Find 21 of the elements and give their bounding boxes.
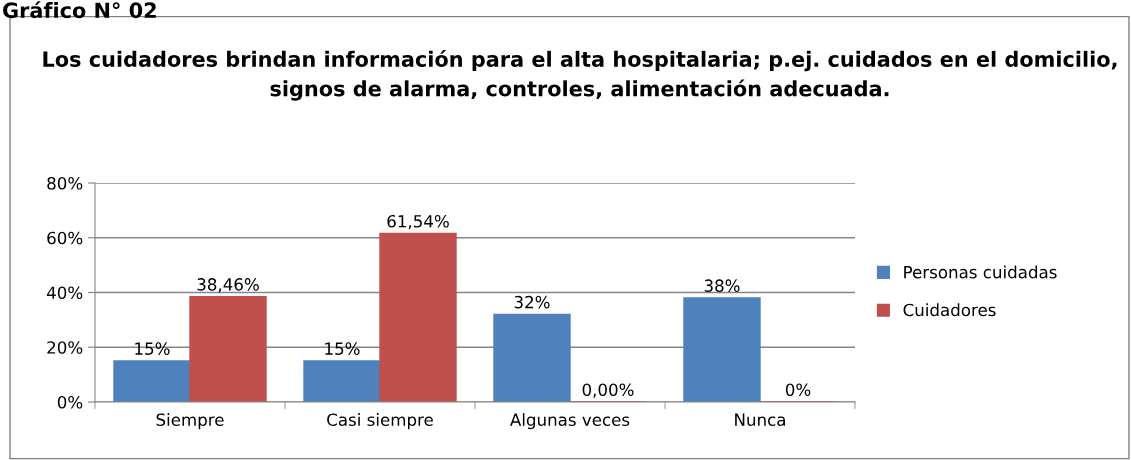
y-tick-label: 40% xyxy=(46,286,83,300)
data-label: 15% xyxy=(325,342,360,355)
y-tick-label: 20% xyxy=(47,341,83,354)
text: Gráfico N° 02 xyxy=(3,1,156,19)
data-label: 61,54% xyxy=(387,214,449,230)
x-tick-label: Casi siempre xyxy=(327,413,433,430)
data-label: 15% xyxy=(135,342,170,355)
legend-label: Personas cuidadas xyxy=(904,265,1057,279)
data-label: 38,46% xyxy=(197,278,259,293)
data-label: 32% xyxy=(514,295,550,309)
data-label: 0% xyxy=(785,383,811,396)
x-tick-label: Siempre xyxy=(156,413,224,430)
y-tick-label: 0% xyxy=(57,395,83,409)
y-tick-label: 80% xyxy=(47,176,83,190)
data-label: 38% xyxy=(704,279,740,292)
data-label: 0,00% xyxy=(582,383,634,398)
x-tick-label: Algunas veces xyxy=(510,413,630,430)
y-tick-label: 60% xyxy=(47,231,83,245)
legend-label: Cuidadores xyxy=(903,303,996,317)
x-tick-label: Nunca xyxy=(735,413,785,427)
chart-title: Los cuidadores brindan información para el alta hospitalaria; p.ej. cuidados en el domicilio, signos de alarma, controles, alimentación adecuada. xyxy=(43,50,1117,101)
